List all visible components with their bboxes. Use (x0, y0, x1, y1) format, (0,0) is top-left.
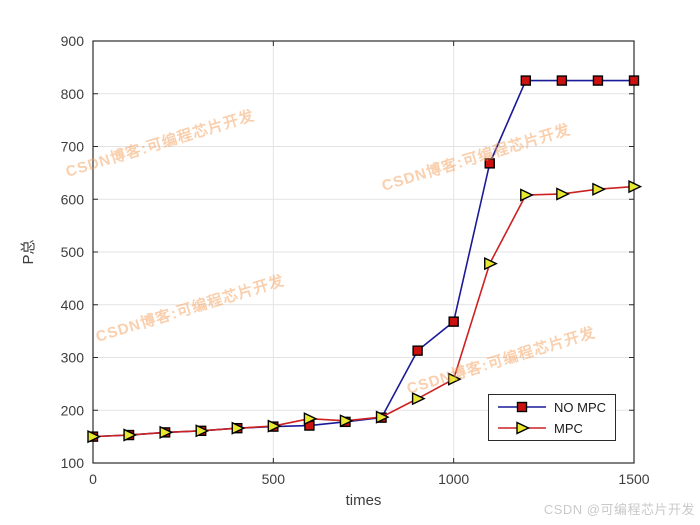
series-line (92, 185, 635, 438)
legend-sample-glyph (498, 401, 546, 413)
y-tick-label: 100 (61, 455, 85, 471)
y-tick-label: 200 (61, 402, 85, 418)
y-tick-label: 300 (61, 350, 85, 366)
x-tick-label: 1500 (618, 471, 649, 487)
y-tick-label: 900 (61, 33, 85, 49)
x-tick-label: 0 (89, 471, 97, 487)
y-tick-label: 800 (61, 86, 85, 102)
legend-label-mpc: MPC (554, 420, 583, 436)
legend-sample-glyph (498, 421, 546, 435)
y-tick-label: 400 (61, 297, 85, 313)
legend-sample-mpc (496, 420, 548, 436)
legend-sample-no-mpc (496, 399, 548, 415)
series-mpc (87, 179, 643, 444)
y-axis-label: P总 (20, 239, 37, 264)
tick-labels: 100 200 300 400 500 600 700 800 900 0 500 1000 1500 (61, 33, 650, 487)
legend-label-no-mpc: NO MPC (554, 399, 606, 415)
legend-item-mpc: MPC (496, 419, 615, 438)
series-no-mpc (87, 75, 640, 442)
y-tick-label: 500 (61, 244, 85, 260)
x-axis-label: times (346, 492, 382, 509)
y-tick-label: 700 (61, 139, 85, 155)
legend: NO MPC MPC (488, 394, 616, 441)
y-tick-label: 600 (61, 191, 85, 207)
x-tick-label: 500 (262, 471, 286, 487)
axis-ticks (92, 40, 635, 464)
legend-item-no-mpc: NO MPC (496, 398, 615, 417)
series-line (92, 79, 634, 438)
grid (93, 41, 634, 463)
x-tick-label: 1000 (438, 471, 469, 487)
